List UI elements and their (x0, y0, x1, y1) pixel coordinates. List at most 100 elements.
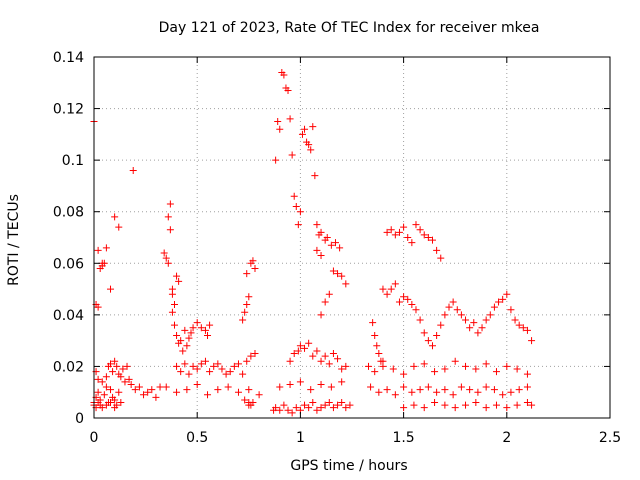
data-point (305, 141, 313, 149)
data-point (294, 221, 302, 229)
data-point (470, 319, 478, 327)
data-point (313, 347, 321, 355)
data-point (325, 290, 333, 298)
data-point (214, 360, 222, 368)
data-point (131, 386, 139, 394)
data-point (431, 399, 439, 407)
data-point (305, 404, 313, 412)
data-point (513, 365, 521, 373)
data-point (334, 355, 342, 363)
data-point (230, 362, 238, 370)
data-point (298, 130, 306, 138)
data-point (515, 386, 523, 394)
data-point (181, 326, 189, 334)
data-point (144, 388, 152, 396)
y-tick-label: 0.02 (53, 359, 84, 375)
data-point (389, 365, 397, 373)
data-point (433, 388, 441, 396)
data-point (152, 393, 160, 401)
data-point (117, 399, 125, 407)
data-point (369, 319, 377, 327)
data-point (472, 399, 480, 407)
data-point (286, 115, 294, 123)
data-point (111, 213, 119, 221)
data-point (513, 401, 521, 409)
data-point (115, 388, 123, 396)
data-points (90, 68, 536, 417)
data-point (404, 295, 412, 303)
data-point (482, 383, 490, 391)
data-point (387, 285, 395, 293)
data-point (451, 357, 459, 365)
data-point (193, 380, 201, 388)
data-point (276, 383, 284, 391)
data-point (286, 357, 294, 365)
data-point (441, 365, 449, 373)
data-point (437, 321, 445, 329)
data-point (416, 226, 424, 234)
data-point (492, 401, 500, 409)
data-point (301, 401, 309, 409)
data-point (420, 231, 428, 239)
data-point (111, 396, 119, 404)
data-point (121, 378, 129, 386)
data-point (478, 324, 486, 332)
data-point (119, 365, 127, 373)
x-tick-label: 2 (502, 430, 511, 446)
data-point (234, 388, 242, 396)
data-point (301, 344, 309, 352)
data-point (107, 399, 115, 407)
data-point (197, 324, 205, 332)
y-tick-label: 0.04 (53, 308, 84, 324)
data-point (474, 329, 482, 337)
data-point (94, 375, 102, 383)
data-point (338, 272, 346, 280)
data-point (173, 331, 181, 339)
data-point (327, 241, 335, 249)
data-point (325, 399, 333, 407)
data-point (528, 337, 536, 345)
data-point (309, 352, 317, 360)
data-point (272, 404, 280, 412)
data-point (334, 401, 342, 409)
data-point (486, 311, 494, 319)
data-point (98, 378, 106, 386)
data-point (410, 401, 418, 409)
data-point (420, 404, 428, 412)
data-point (201, 326, 209, 334)
data-point (528, 401, 536, 409)
data-point (204, 391, 212, 399)
data-point (371, 368, 379, 376)
data-point (408, 388, 416, 396)
data-point (490, 303, 498, 311)
data-point (251, 350, 259, 358)
data-point (482, 360, 490, 368)
data-point (245, 386, 253, 394)
data-point (408, 301, 416, 309)
data-point (466, 386, 474, 394)
data-point (170, 321, 178, 329)
data-point (276, 125, 284, 133)
data-point (175, 277, 183, 285)
data-point (245, 401, 253, 409)
data-point (490, 386, 498, 394)
data-point (107, 360, 115, 368)
data-point (294, 347, 302, 355)
data-point (185, 334, 193, 342)
data-point (206, 321, 214, 329)
data-point (329, 350, 337, 358)
data-point (292, 203, 300, 211)
data-point (290, 192, 298, 200)
data-point (309, 399, 317, 407)
data-point (102, 373, 110, 381)
data-point (395, 228, 403, 236)
data-point (321, 352, 329, 360)
y-tick-label: 0.12 (53, 102, 84, 118)
data-point (189, 324, 197, 332)
data-point (249, 399, 257, 407)
data-point (305, 339, 313, 347)
data-point (507, 388, 515, 396)
data-point (383, 386, 391, 394)
